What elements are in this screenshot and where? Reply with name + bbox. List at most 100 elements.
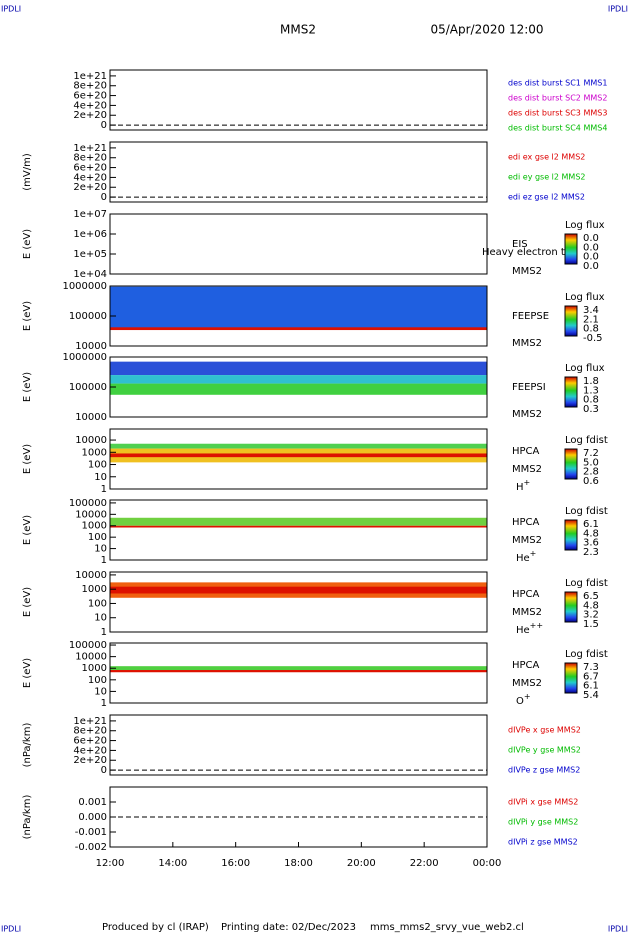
y-tick-label: 0	[101, 192, 107, 203]
spectrogram-band	[110, 361, 487, 376]
y-tick-label: 1e+21	[73, 143, 107, 154]
colorbar-tick-label: 0.3	[583, 404, 599, 415]
panel-frame	[109, 499, 488, 561]
y-axis-label: E (eV)	[22, 515, 33, 545]
colorbar-tick-label: 0.0	[583, 233, 599, 244]
colorbar-tick-label: 1.3	[583, 385, 599, 396]
spectrogram-band	[110, 327, 487, 331]
y-tick-label: 10	[94, 686, 107, 697]
colorbar	[564, 448, 578, 480]
y-tick-label: 2e+20	[73, 110, 107, 121]
y-axis-label: E (eV)	[22, 587, 33, 617]
colorbar	[564, 305, 578, 337]
colorbar-tick-label: 1.5	[583, 619, 599, 630]
x-tick-label: 16:00	[221, 858, 250, 869]
y-tick-label: 1e+05	[73, 249, 107, 260]
y-tick-label: 0.001	[78, 797, 107, 808]
instrument: HPCA	[512, 517, 540, 528]
spectrogram-band	[110, 443, 487, 449]
spectrogram-band	[110, 586, 487, 594]
y-tick-label: 1	[101, 484, 107, 495]
y-tick-label: 100000	[69, 640, 107, 651]
colorbar	[564, 376, 578, 408]
colorbar-tick-label: 2.1	[583, 314, 599, 325]
corner-label: IPDLI	[1, 5, 21, 14]
instrument: HPCA	[512, 589, 540, 600]
y-tick-label: 10000	[75, 570, 107, 581]
legend-entry: dIVPi x gse MMS2	[508, 798, 578, 807]
y-tick-label: 8e+20	[73, 726, 107, 737]
note: Heavy electron to	[482, 247, 571, 258]
y-tick-label: 1000	[82, 521, 107, 532]
species-base: O	[516, 696, 524, 707]
legend-entry: des dist burst SC1 MMS1	[508, 79, 607, 88]
colorbar-tick-label: -0.5	[583, 333, 603, 344]
y-tick-label: 1000000	[62, 352, 107, 363]
legend-entry: des dist burst SC4 MMS4	[508, 124, 607, 133]
y-axis-label: E (eV)	[22, 444, 33, 474]
colorbar-tick-label: 0.8	[583, 395, 599, 406]
y-tick-label: 100000	[69, 311, 107, 322]
species-charge: +	[530, 549, 537, 558]
species-charge: +	[524, 478, 531, 487]
corner-label: IPDLI	[608, 5, 628, 14]
y-axis-label: (mV/m)	[22, 153, 33, 191]
legend-entry: dIVPe x gse MMS2	[508, 726, 581, 735]
y-tick-label: 6e+20	[73, 736, 107, 747]
species-charge: ++	[530, 621, 543, 630]
colorbar-tick-label: 0.6	[583, 476, 599, 487]
colorbar-tick-label: 7.2	[583, 448, 599, 459]
y-tick-label: 2e+20	[73, 755, 107, 766]
colorbar-tick-label: 6.1	[583, 681, 599, 692]
legend-entry: des dist burst SC2 MMS2	[508, 94, 607, 103]
x-tick-label: 18:00	[284, 858, 313, 869]
colorbar	[564, 662, 578, 694]
spectrogram-band	[110, 375, 487, 384]
legend-entry: des dist burst SC3 MMS3	[508, 109, 607, 118]
y-tick-label: 4e+20	[73, 172, 107, 183]
spectrogram-band	[110, 453, 487, 458]
species: He++	[516, 621, 543, 637]
colorbar-tick-label: 5.0	[583, 457, 599, 468]
instrument: EIS	[512, 239, 528, 250]
colorbar-title: Log flux	[565, 220, 605, 231]
y-tick-label: 1	[101, 627, 107, 638]
colorbar-tick-label: 4.8	[583, 528, 599, 539]
y-tick-label: 100	[88, 675, 107, 686]
species-charge: +	[524, 692, 531, 701]
panel-frame	[109, 571, 488, 633]
spacecraft: MMS2	[512, 678, 542, 689]
spectrogram-band	[110, 383, 487, 395]
legend-entry: edi ez gse l2 MMS2	[508, 193, 585, 202]
species: He+	[516, 549, 536, 565]
colorbar-title: Log fdist	[565, 506, 608, 517]
legend-entry: dIVPe z gse MMS2	[508, 766, 580, 775]
spectrogram-band	[110, 670, 487, 673]
colorbar-tick-label: 2.3	[583, 547, 599, 558]
y-tick-label: 4e+20	[73, 745, 107, 756]
corner-label: IPDLI	[608, 925, 628, 934]
corner-label: IPDLI	[1, 925, 21, 934]
species-base: He	[516, 553, 530, 564]
panel-frame	[109, 69, 488, 131]
y-tick-label: 100000	[69, 498, 107, 509]
y-axis-label: E (eV)	[22, 229, 33, 259]
y-tick-label: 100	[88, 532, 107, 543]
colorbar-tick-label: 4.8	[583, 600, 599, 611]
colorbar	[564, 591, 578, 623]
y-tick-label: 1000	[82, 584, 107, 595]
x-tick-label: 22:00	[410, 858, 439, 869]
y-tick-label: 1	[101, 698, 107, 709]
footer-text: Printing date: 02/Dec/2023	[221, 922, 356, 933]
y-tick-label: 0	[101, 765, 107, 776]
y-axis-label: (nPa/km)	[22, 723, 33, 768]
y-tick-label: -0.001	[75, 827, 107, 838]
y-tick-label: 8e+20	[73, 81, 107, 92]
colorbar-tick-label: 0.0	[583, 252, 599, 263]
y-tick-label: 1e+21	[73, 71, 107, 82]
panel-frame	[109, 428, 488, 490]
y-tick-label: 1e+21	[73, 716, 107, 727]
colorbar-tick-label: 6.7	[583, 671, 599, 682]
y-tick-label: 10000	[75, 652, 107, 663]
spacecraft: MMS2	[512, 338, 542, 349]
